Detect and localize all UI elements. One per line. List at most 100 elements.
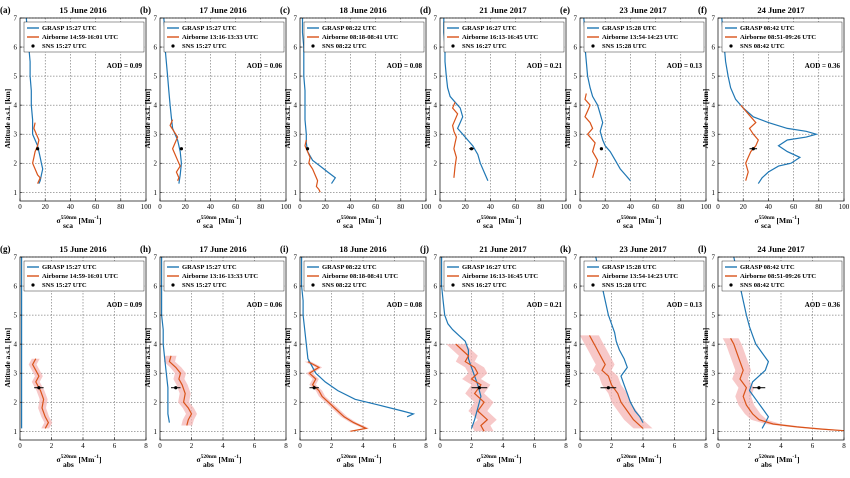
y-tick-label: 1 <box>574 189 578 197</box>
y-tick-label: 5 <box>712 73 716 81</box>
legend-grasp: GRASP 08:42 UTC <box>740 264 795 271</box>
y-tick-label: 3 <box>574 131 578 139</box>
panel-label: (g) <box>0 244 11 254</box>
x-axis-label-sub: abs <box>623 460 634 469</box>
y-tick-label: 4 <box>574 341 578 349</box>
panel-title: 15 June 2016 <box>59 244 106 254</box>
grasp-profile-line <box>443 18 489 181</box>
aod-label: AOD = 0.06 <box>247 62 283 70</box>
panel-label: (j) <box>420 244 429 254</box>
x-tick-label: 4 <box>501 442 505 450</box>
x-tick-label: 0 <box>18 203 22 211</box>
axes-frame <box>299 17 427 202</box>
x-tick-label: 0 <box>298 442 302 450</box>
airborne-profile-line <box>451 101 459 178</box>
y-tick-label: 4 <box>712 102 716 110</box>
airborne-profile-line <box>31 358 50 429</box>
x-tick-label: 40 <box>67 203 75 211</box>
y-tick-label: 7 <box>294 254 298 262</box>
airborne-profile-line <box>168 355 193 426</box>
y-axis-label: Altitude a.s.l. [km] <box>563 328 572 388</box>
sns-point <box>606 386 610 390</box>
grasp-profile-line <box>595 257 644 423</box>
legend-box <box>721 260 843 292</box>
aod-label: AOD = 0.06 <box>247 301 283 309</box>
y-tick-label: 1 <box>574 428 578 436</box>
y-axis-label: Altitude a.s.l. [km] <box>423 328 432 388</box>
x-tick-label: 2 <box>190 442 194 450</box>
sns-point <box>179 147 184 151</box>
legend-airborne: Airborne 08:51-09:26 UTC <box>740 273 816 280</box>
legend-sns: SNS 15:28 UTC <box>602 43 647 50</box>
x-tick-label: 4 <box>361 442 365 450</box>
airborne-profile-line <box>455 343 489 432</box>
x-tick-label: 2 <box>610 442 614 450</box>
panel-label: (k) <box>560 244 571 254</box>
x-tick-label: 4 <box>641 442 645 450</box>
x-tick-label: 60 <box>92 203 100 211</box>
x-tick-label: 20 <box>42 203 50 211</box>
x-tick-label: 0 <box>438 442 442 450</box>
y-tick-label: 4 <box>14 341 18 349</box>
y-tick-label: 2 <box>294 399 298 407</box>
y-tick-label: 5 <box>154 73 158 81</box>
y-tick-label: 2 <box>712 399 716 407</box>
x-tick-label: 100 <box>421 203 432 211</box>
legend-airborne: Airborne 13:16-13:33 UTC <box>182 273 258 280</box>
y-axis-label: Altitude a.s.l. [km] <box>701 328 710 388</box>
x-tick-label: 20 <box>462 203 470 211</box>
x-tick-label: 40 <box>347 203 355 211</box>
grasp-profile-line <box>721 18 819 184</box>
y-axis-label: Altitude a.s.l. [km] <box>283 328 292 388</box>
x-axis-label-sub: sca <box>761 221 771 230</box>
airborne-profile-line <box>730 338 844 432</box>
axes-frame <box>579 17 707 202</box>
aod-label: AOD = 0.13 <box>667 301 703 309</box>
x-axis-label: σ550nm [Mm-1] <box>57 215 102 225</box>
y-tick-label: 7 <box>712 254 716 262</box>
sns-point <box>174 386 178 390</box>
y-tick-label: 2 <box>434 160 438 168</box>
x-tick-label: 60 <box>232 203 240 211</box>
axes-frame <box>717 17 845 202</box>
x-axis-label-sub: abs <box>203 460 214 469</box>
y-tick-label: 6 <box>14 44 18 52</box>
y-tick-label: 4 <box>712 341 716 349</box>
legend-airborne: Airborne 16:13-16:45 UTC <box>462 273 538 280</box>
x-tick-label: 40 <box>487 203 495 211</box>
y-tick-label: 5 <box>434 312 438 320</box>
legend-airborne: Airborne 14:59-16:01 UTC <box>42 34 118 41</box>
y-tick-label: 4 <box>434 341 438 349</box>
x-axis-label: σ550nm [Mm-1] <box>617 215 662 225</box>
aod-label: AOD = 0.21 <box>527 62 563 70</box>
x-tick-label: 20 <box>602 203 610 211</box>
legend-sns: SNS 15:27 UTC <box>42 43 87 50</box>
x-tick-label: 8 <box>842 442 846 450</box>
x-tick-label: 100 <box>561 203 572 211</box>
legend-sns: SNS 08:22 UTC <box>322 282 367 289</box>
panel-label: (e) <box>560 5 570 15</box>
x-tick-label: 20 <box>182 203 190 211</box>
airborne-profile-line <box>740 104 759 181</box>
y-tick-label: 3 <box>434 370 438 378</box>
y-axis-label: Altitude a.s.l. [km] <box>3 328 12 388</box>
grasp-profile-line <box>301 18 337 184</box>
y-tick-label: 5 <box>574 312 578 320</box>
panel-g: 0 2 4 6 8 1 2 3 4 5 6 7(g) 15 June 2016 Altitude a.s.… <box>0 244 148 469</box>
airborne-profile-line <box>169 119 181 181</box>
x-tick-label: 8 <box>424 442 428 450</box>
y-tick-label: 4 <box>574 102 578 110</box>
x-tick-label: 0 <box>578 442 582 450</box>
x-tick-label: 80 <box>257 203 265 211</box>
legend-grasp: GRASP 08:22 UTC <box>322 25 377 32</box>
sns-point <box>36 147 40 151</box>
x-tick-label: 6 <box>113 442 117 450</box>
legend-sns: SNS 16:27 UTC <box>462 282 507 289</box>
legend-airborne: Airborne 14:59-16:01 UTC <box>42 273 118 280</box>
y-tick-label: 2 <box>294 160 298 168</box>
